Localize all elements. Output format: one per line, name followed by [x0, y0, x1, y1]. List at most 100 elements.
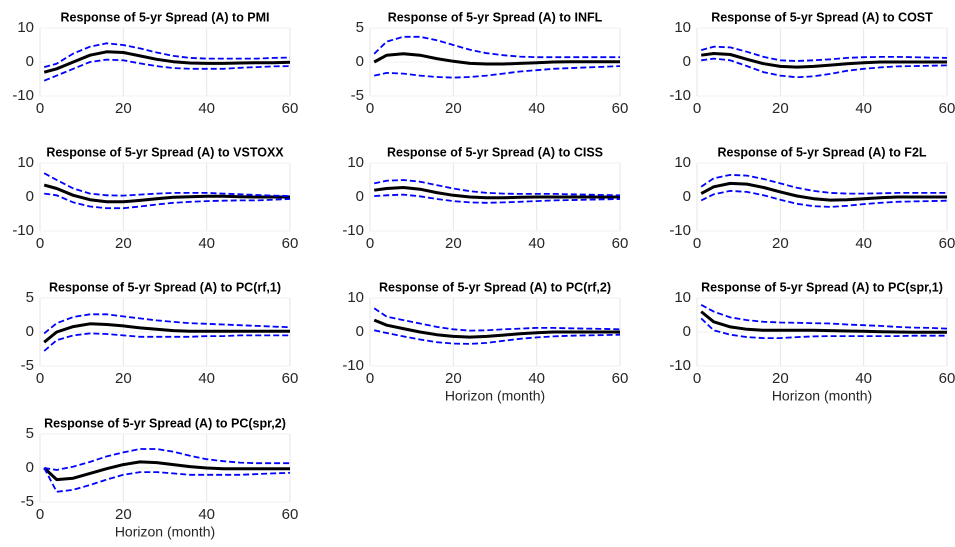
- chart-title: Response of 5-yr Spread (A) to VSTOXX: [46, 145, 284, 159]
- impulse-response: [373, 318, 620, 339]
- confidence-band: [43, 42, 291, 68]
- y-tick-label: 0: [683, 188, 691, 205]
- y-tick-label: 10: [17, 154, 34, 171]
- impulse-response: [373, 186, 620, 200]
- x-tick-label: 20: [772, 370, 789, 387]
- x-tick-label: 60: [612, 370, 629, 387]
- confidence-band: [44, 448, 290, 471]
- x-tick-label: 0: [693, 100, 701, 117]
- impulse-response: [43, 50, 291, 74]
- confidence-band: [374, 179, 621, 197]
- x-tick-label: 60: [612, 100, 629, 117]
- y-tick-label: -5: [21, 357, 34, 374]
- impulse-response: [373, 52, 620, 66]
- y-tick-label: 10: [674, 19, 691, 36]
- confidence-band: [43, 332, 290, 352]
- y-tick-label: 10: [674, 289, 691, 306]
- confidence-band: [700, 174, 947, 195]
- x-tick-label: 0: [36, 506, 44, 523]
- x-axis-label: Horizon (month): [772, 388, 872, 404]
- impulse-response: [43, 460, 290, 482]
- x-tick-label: 60: [282, 235, 299, 252]
- confidence-band: [43, 313, 291, 335]
- y-tick-label: 10: [17, 19, 34, 36]
- y-tick-label: 5: [26, 289, 34, 306]
- x-tick-label: 60: [612, 235, 629, 252]
- confidence-band: [701, 57, 948, 79]
- chart-title: Response of 5-yr Spread (A) to F2L: [717, 145, 926, 159]
- y-tick-label: 10: [347, 289, 364, 306]
- x-tick-label: 60: [282, 100, 299, 117]
- y-tick-label: 5: [26, 425, 34, 442]
- x-tick-label: 40: [855, 370, 872, 387]
- y-tick-label: 5: [356, 19, 364, 36]
- x-tick-label: 0: [366, 235, 374, 252]
- confidence-band: [44, 192, 291, 210]
- chart-title: Response of 5-yr Spread (A) to COST: [711, 10, 933, 24]
- y-tick-label: -5: [21, 493, 34, 510]
- x-tick-label: 60: [282, 506, 299, 523]
- x-tick-label: 0: [36, 235, 44, 252]
- x-tick-label: 20: [445, 100, 462, 117]
- impulse-response: [700, 310, 947, 334]
- y-tick-label: 0: [683, 53, 691, 70]
- confidence-band: [374, 329, 621, 345]
- y-tick-label: -10: [12, 87, 34, 104]
- impulse-response: [43, 183, 290, 204]
- x-tick-label: 20: [115, 235, 132, 252]
- confidence-band: [43, 58, 291, 82]
- y-tick-label: 0: [356, 188, 364, 205]
- x-tick-label: 20: [772, 100, 789, 117]
- confidence-band: [373, 35, 620, 59]
- confidence-band: [43, 172, 291, 197]
- x-axis-label: Horizon (month): [445, 388, 545, 404]
- x-axis-label: Horizon (month): [115, 524, 215, 540]
- x-tick-label: 0: [366, 100, 374, 117]
- x-tick-label: 60: [282, 370, 299, 387]
- y-tick-label: 10: [674, 154, 691, 171]
- x-tick-label: 60: [939, 100, 955, 117]
- x-tick-label: 40: [198, 370, 215, 387]
- x-tick-label: 40: [198, 100, 215, 117]
- chart-title: Response of 5-yr Spread (A) to PC(rf,1): [49, 280, 281, 294]
- x-tick-label: 40: [528, 100, 545, 117]
- confidence-band: [374, 65, 621, 79]
- x-tick-label: 40: [855, 100, 872, 117]
- y-tick-label: 0: [356, 323, 364, 340]
- y-tick-label: 0: [26, 323, 34, 340]
- confidence-band: [700, 317, 947, 339]
- impulse-response: [700, 181, 947, 202]
- y-tick-label: 0: [356, 53, 364, 70]
- y-tick-label: -10: [669, 87, 691, 104]
- x-tick-label: 20: [445, 235, 462, 252]
- y-tick-label: -5: [351, 87, 364, 104]
- y-tick-label: 0: [683, 323, 691, 340]
- x-tick-label: 0: [36, 370, 44, 387]
- confidence-band: [700, 45, 948, 62]
- confidence-band: [373, 307, 621, 332]
- x-tick-label: 20: [115, 370, 132, 387]
- confidence-band: [43, 467, 291, 493]
- y-tick-label: 10: [347, 154, 364, 171]
- x-tick-label: 40: [198, 235, 215, 252]
- impulse-response: [700, 52, 947, 69]
- x-tick-label: 20: [115, 100, 132, 117]
- x-tick-label: 40: [528, 235, 545, 252]
- confidence-band: [374, 193, 621, 204]
- x-tick-label: 0: [693, 370, 701, 387]
- chart-title: Response of 5-yr Spread (A) to PC(rf,2): [379, 280, 611, 294]
- x-tick-label: 40: [198, 506, 215, 523]
- y-tick-label: -10: [669, 357, 691, 374]
- chart-title: Response of 5-yr Spread (A) to PMI: [60, 10, 269, 24]
- x-tick-label: 40: [855, 235, 872, 252]
- x-tick-label: 20: [115, 506, 132, 523]
- confidence-band: [700, 190, 948, 208]
- x-tick-label: 0: [366, 370, 374, 387]
- chart-title: Response of 5-yr Spread (A) to INFL: [388, 10, 603, 24]
- y-tick-label: -10: [342, 357, 364, 374]
- y-tick-label: 0: [26, 188, 34, 205]
- y-tick-label: -10: [669, 222, 691, 239]
- x-tick-label: 60: [939, 370, 955, 387]
- chart-title: Response of 5-yr Spread (A) to CISS: [387, 145, 603, 159]
